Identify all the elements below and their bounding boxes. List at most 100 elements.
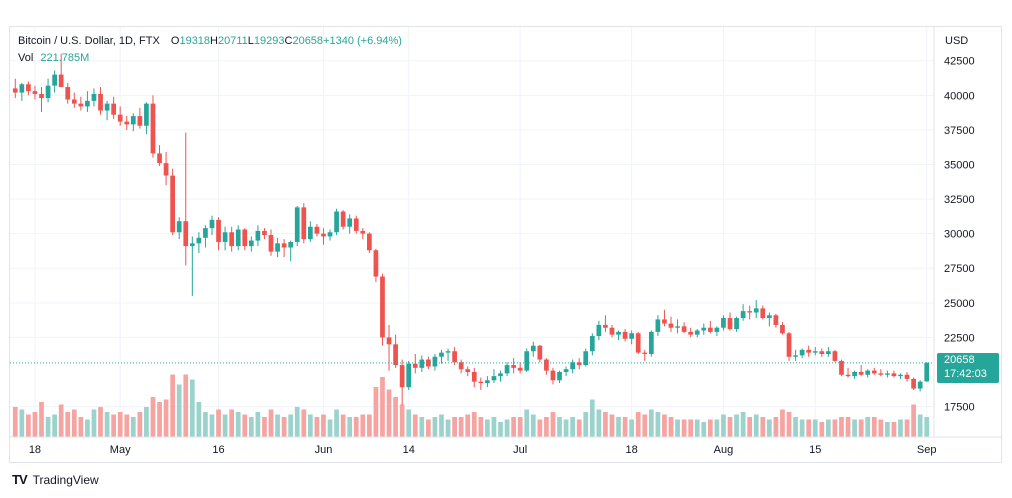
candle-body: [760, 308, 766, 319]
volume-bar: [307, 414, 313, 437]
volume-bar: [721, 414, 726, 437]
candle-body: [229, 232, 235, 247]
volume-bar: [58, 404, 64, 437]
volume-bar: [104, 412, 110, 437]
candle-body: [301, 207, 307, 240]
candle-body: [373, 250, 379, 277]
candle-body: [327, 232, 333, 237]
volume-bar: [130, 417, 136, 437]
volume-bar: [642, 414, 648, 437]
candle-body: [176, 221, 182, 233]
volume-bar: [819, 422, 825, 437]
volume-bar: [570, 417, 575, 437]
candle-body: [786, 333, 792, 357]
candle-body: [406, 363, 412, 388]
volume-bar: [353, 417, 359, 437]
volume-bar: [583, 412, 589, 437]
candle-body: [52, 74, 57, 86]
time-tick-label: Sep: [917, 444, 937, 456]
candle-body: [885, 373, 890, 375]
volume-bar: [117, 412, 123, 437]
volume-bar: [609, 414, 615, 437]
volume-bar: [511, 417, 516, 437]
volume-bar: [603, 412, 608, 437]
candle-body: [157, 153, 162, 164]
candle-body: [537, 345, 543, 360]
candle-body: [924, 362, 930, 382]
candle-body: [334, 211, 339, 233]
volume-bar: [124, 414, 130, 437]
candle-body: [144, 103, 149, 126]
ohlc-legend: Bitcoin / U.S. Dollar, 1D, FTX O19318H20…: [18, 35, 402, 47]
volume-bar: [766, 419, 772, 437]
time-tick-label: 14: [403, 444, 415, 456]
price-tick-label: 42500: [944, 56, 975, 68]
symbol-title[interactable]: Bitcoin / U.S. Dollar, 1D, FTX: [18, 35, 160, 47]
volume-bar: [878, 419, 884, 437]
volume-bar: [799, 419, 805, 437]
time-tick-label: May: [110, 444, 131, 456]
candle-body: [91, 93, 97, 101]
candle-body: [39, 93, 44, 99]
volume-bar: [917, 414, 923, 437]
change-value: +1340 (+6.94%): [323, 35, 402, 47]
candle-body: [117, 114, 123, 122]
volume-bar: [596, 409, 602, 437]
volume-bar: [780, 409, 785, 437]
candle-body: [511, 365, 516, 368]
volume-bar: [576, 419, 582, 437]
volume-bar: [393, 397, 398, 437]
candle-body: [98, 93, 103, 111]
volume-bar: [498, 422, 503, 437]
volume-bar: [707, 419, 713, 437]
tradingview-logo-icon: TV: [12, 472, 28, 487]
volume-bar: [235, 412, 241, 437]
candle-body: [491, 376, 497, 381]
candle-body: [78, 103, 84, 107]
candle-body: [353, 218, 359, 231]
candle-body: [432, 356, 438, 367]
volume-bar: [52, 414, 57, 437]
volume-bar: [504, 419, 510, 437]
vol-label[interactable]: Vol: [18, 52, 34, 64]
candle-body: [26, 84, 31, 92]
volume-bar: [268, 409, 274, 437]
currency-label[interactable]: USD: [945, 35, 969, 47]
volume-bar: [760, 417, 766, 437]
volume-bar: [196, 402, 202, 437]
volume-bar: [544, 417, 549, 437]
candle-body: [222, 232, 228, 242]
candle-body: [203, 228, 208, 238]
candle-body: [111, 103, 116, 115]
high-label: H: [210, 35, 218, 47]
volume-bar: [826, 419, 831, 437]
candle-body: [485, 380, 490, 384]
volume-bar: [91, 409, 97, 437]
volume-bar: [144, 407, 149, 437]
candle-body: [635, 333, 641, 353]
volume-bar: [78, 417, 84, 437]
volume-bar: [301, 409, 307, 437]
candle-body: [852, 371, 857, 377]
candle-body: [819, 351, 825, 355]
volume-bar: [32, 412, 38, 437]
volume-bar: [727, 417, 733, 437]
volume-bar: [852, 419, 857, 437]
candle-body: [380, 276, 385, 338]
time-tick-label: 18: [626, 444, 638, 456]
volume-bar: [694, 419, 700, 437]
volume-bar: [12, 407, 18, 437]
volume-bar: [589, 399, 595, 437]
candle-body: [871, 370, 877, 374]
candle-body: [655, 319, 661, 332]
footer[interactable]: TV TradingView: [12, 472, 99, 487]
volume-bar: [452, 417, 457, 437]
candle-body: [314, 226, 320, 234]
candle-body: [504, 365, 510, 374]
candle-body: [189, 243, 195, 247]
volume-bar: [229, 409, 235, 437]
volume-bar: [426, 419, 431, 437]
candle-body: [878, 373, 884, 375]
candle-body: [104, 103, 110, 111]
